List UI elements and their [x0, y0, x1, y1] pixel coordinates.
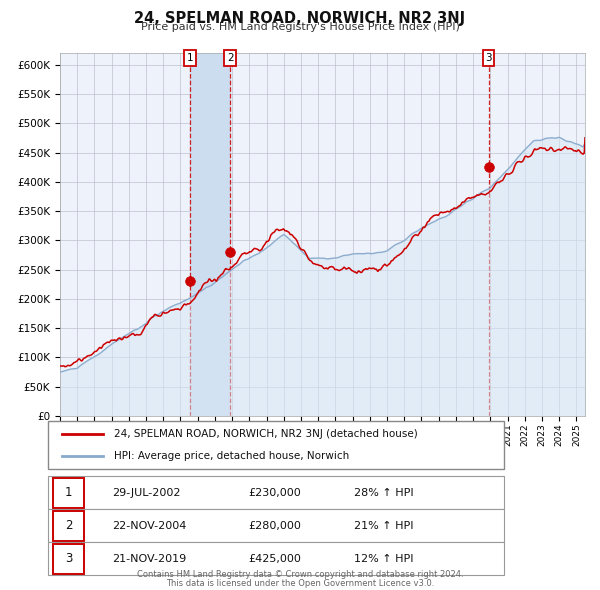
Text: 24, SPELMAN ROAD, NORWICH, NR2 3NJ (detached house): 24, SPELMAN ROAD, NORWICH, NR2 3NJ (deta…: [114, 429, 418, 439]
Text: 24, SPELMAN ROAD, NORWICH, NR2 3NJ: 24, SPELMAN ROAD, NORWICH, NR2 3NJ: [134, 11, 466, 25]
Text: 2: 2: [227, 53, 233, 63]
Bar: [53, 511, 85, 540]
Bar: [48, 509, 504, 542]
Bar: [48, 542, 504, 575]
Bar: [190, 53, 230, 416]
Text: 29-JUL-2002: 29-JUL-2002: [112, 488, 181, 497]
Text: 2: 2: [65, 519, 72, 532]
Text: £280,000: £280,000: [248, 521, 302, 530]
Bar: [53, 478, 85, 507]
Text: 3: 3: [485, 53, 492, 63]
Text: 1: 1: [187, 53, 193, 63]
Text: 22-NOV-2004: 22-NOV-2004: [112, 521, 186, 530]
Text: 3: 3: [65, 552, 72, 565]
Text: 21-NOV-2019: 21-NOV-2019: [112, 554, 186, 563]
Text: HPI: Average price, detached house, Norwich: HPI: Average price, detached house, Norw…: [114, 451, 349, 461]
Text: Price paid vs. HM Land Registry's House Price Index (HPI): Price paid vs. HM Land Registry's House …: [140, 22, 460, 32]
Text: £230,000: £230,000: [248, 488, 301, 497]
Bar: [48, 476, 504, 509]
Text: 1: 1: [65, 486, 72, 499]
Text: £425,000: £425,000: [248, 554, 302, 563]
Text: 12% ↑ HPI: 12% ↑ HPI: [353, 554, 413, 563]
Text: 28% ↑ HPI: 28% ↑ HPI: [353, 488, 413, 497]
Text: Contains HM Land Registry data © Crown copyright and database right 2024.: Contains HM Land Registry data © Crown c…: [137, 571, 463, 579]
Text: This data is licensed under the Open Government Licence v3.0.: This data is licensed under the Open Gov…: [166, 579, 434, 588]
Text: 21% ↑ HPI: 21% ↑ HPI: [353, 521, 413, 530]
Bar: [53, 544, 85, 573]
